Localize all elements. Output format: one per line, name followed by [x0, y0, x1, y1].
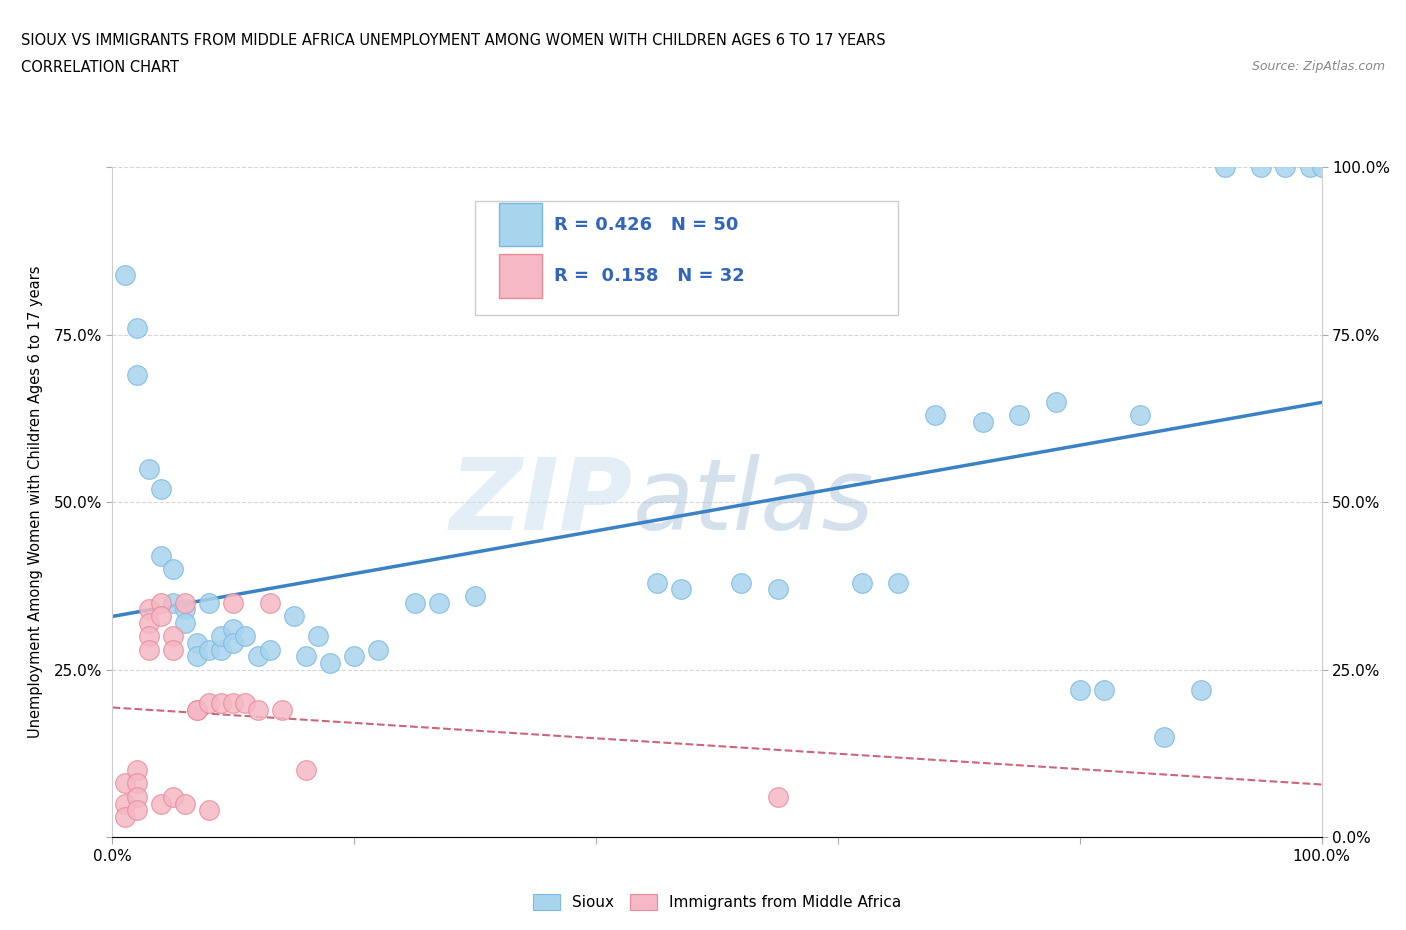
Point: [851, 575, 873, 590]
Point: [198, 595, 221, 610]
Point: [209, 696, 232, 711]
Point: [887, 575, 910, 590]
Text: CORRELATION CHART: CORRELATION CHART: [21, 60, 179, 75]
Point: [1310, 160, 1333, 175]
Point: [295, 649, 318, 664]
FancyBboxPatch shape: [475, 201, 898, 314]
Point: [125, 763, 148, 777]
Point: [114, 267, 136, 282]
Point: [138, 629, 160, 644]
Point: [149, 595, 172, 610]
Point: [186, 635, 208, 650]
Point: [1189, 683, 1212, 698]
Point: [198, 696, 221, 711]
Point: [1008, 407, 1031, 422]
Point: [222, 595, 245, 610]
Point: [307, 629, 329, 644]
Point: [924, 407, 946, 422]
Point: [174, 616, 197, 631]
Point: [222, 635, 245, 650]
Text: ZIP: ZIP: [450, 454, 633, 551]
Point: [235, 696, 257, 711]
Point: [162, 642, 184, 657]
Point: [125, 776, 148, 790]
Point: [1045, 394, 1067, 409]
Point: [162, 629, 184, 644]
Point: [125, 803, 148, 817]
Point: [427, 595, 450, 610]
Point: [138, 616, 160, 631]
Point: [1092, 683, 1115, 698]
Point: [972, 415, 994, 430]
Point: [198, 642, 221, 657]
Point: [162, 790, 184, 804]
Point: [209, 642, 232, 657]
Point: [149, 608, 172, 623]
Point: [1069, 683, 1091, 698]
Point: [645, 575, 668, 590]
Point: [138, 461, 160, 476]
Point: [766, 582, 789, 597]
Point: [235, 629, 257, 644]
Point: [1298, 160, 1320, 175]
Point: [1274, 160, 1296, 175]
Point: [295, 763, 318, 777]
Point: [149, 549, 172, 564]
Point: [125, 367, 148, 382]
Point: [1153, 729, 1175, 744]
Point: [1250, 160, 1272, 175]
FancyBboxPatch shape: [499, 254, 541, 298]
Point: [270, 702, 292, 717]
Point: [246, 649, 269, 664]
Point: [730, 575, 752, 590]
Point: [766, 790, 789, 804]
Point: [367, 642, 389, 657]
Point: [149, 482, 172, 497]
Point: [669, 582, 692, 597]
Point: [209, 629, 232, 644]
Point: [138, 642, 160, 657]
Point: [149, 796, 172, 811]
Point: [174, 602, 197, 617]
Point: [259, 642, 281, 657]
Point: [259, 595, 281, 610]
Point: [125, 321, 148, 336]
Point: [114, 776, 136, 790]
Point: [246, 702, 269, 717]
Point: [174, 796, 197, 811]
Text: atlas: atlas: [633, 454, 875, 551]
Y-axis label: Unemployment Among Women with Children Ages 6 to 17 years: Unemployment Among Women with Children A…: [28, 266, 42, 738]
Point: [198, 803, 221, 817]
Text: Source: ZipAtlas.com: Source: ZipAtlas.com: [1251, 60, 1385, 73]
Point: [162, 562, 184, 577]
Point: [464, 589, 486, 604]
Point: [1129, 407, 1152, 422]
Point: [138, 602, 160, 617]
Point: [283, 608, 305, 623]
Text: R = 0.426   N = 50: R = 0.426 N = 50: [554, 216, 738, 233]
Point: [1213, 160, 1236, 175]
Text: R =  0.158   N = 32: R = 0.158 N = 32: [554, 267, 745, 285]
Point: [319, 656, 342, 671]
Point: [186, 702, 208, 717]
Point: [404, 595, 426, 610]
Point: [114, 796, 136, 811]
Point: [162, 595, 184, 610]
Point: [114, 809, 136, 824]
Text: SIOUX VS IMMIGRANTS FROM MIDDLE AFRICA UNEMPLOYMENT AMONG WOMEN WITH CHILDREN AG: SIOUX VS IMMIGRANTS FROM MIDDLE AFRICA U…: [21, 33, 886, 47]
Point: [222, 622, 245, 637]
Legend: Sioux, Immigrants from Middle Africa: Sioux, Immigrants from Middle Africa: [526, 888, 908, 916]
FancyBboxPatch shape: [499, 203, 541, 246]
Point: [343, 649, 366, 664]
Point: [174, 595, 197, 610]
Point: [186, 702, 208, 717]
Point: [125, 790, 148, 804]
Point: [186, 649, 208, 664]
Point: [222, 696, 245, 711]
